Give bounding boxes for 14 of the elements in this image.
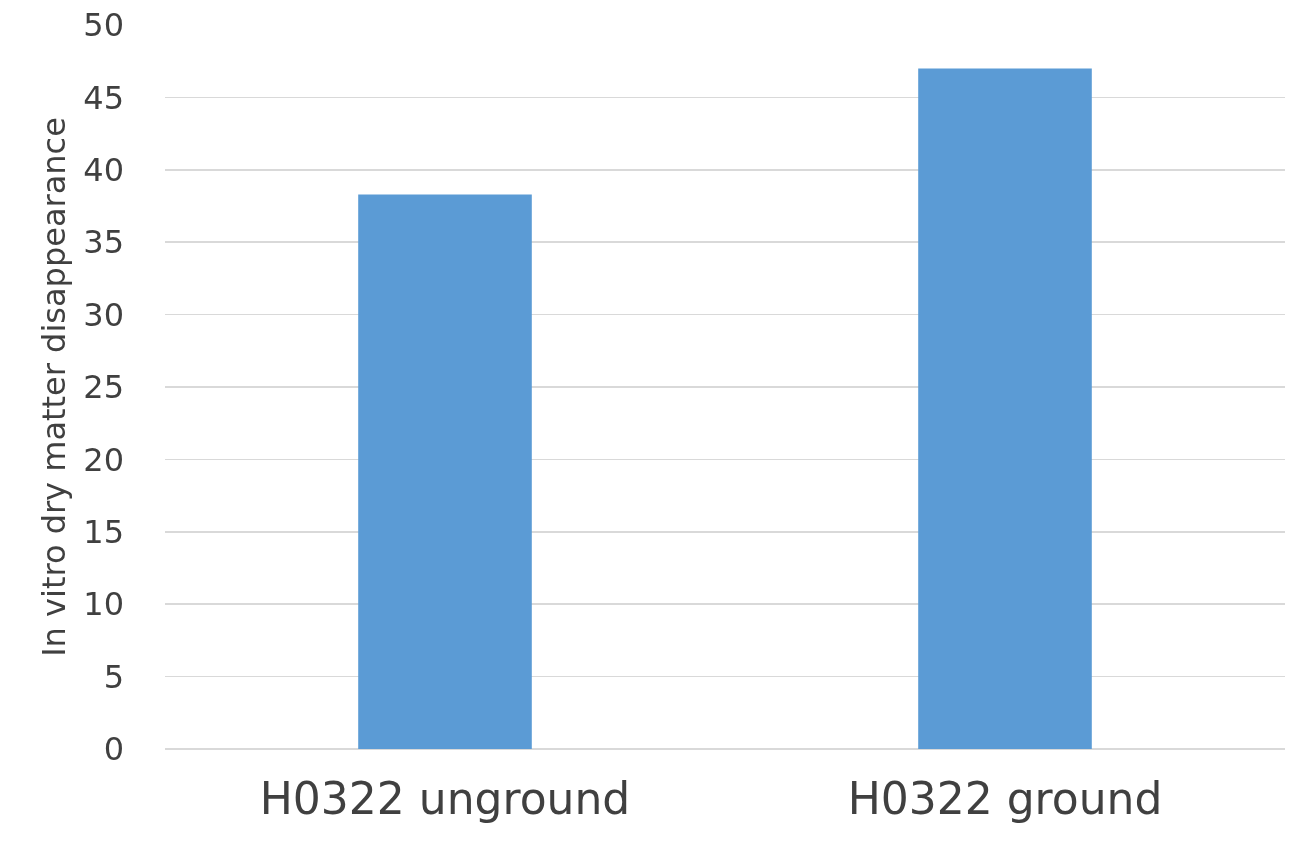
y-tick-label: 5	[103, 657, 124, 696]
x-tick-label: H0322 unground	[259, 773, 631, 824]
y-tick-label: 35	[83, 223, 124, 262]
x-tick-label: H0322 ground	[847, 773, 1163, 824]
y-tick-label: 40	[83, 151, 124, 189]
y-tick-label: 15	[83, 513, 124, 551]
y-tick-label: 50	[83, 6, 124, 45]
y-tick-label: 25	[83, 368, 124, 407]
y-tick-label: 0	[103, 730, 124, 769]
y-tick-label: 20	[83, 440, 124, 479]
y-tick-label: 45	[83, 78, 124, 117]
y-tick-label: 30	[83, 295, 124, 334]
y-axis-title: In vitro dry matter disappearance	[34, 117, 73, 657]
y-tick-label: 10	[83, 585, 124, 624]
